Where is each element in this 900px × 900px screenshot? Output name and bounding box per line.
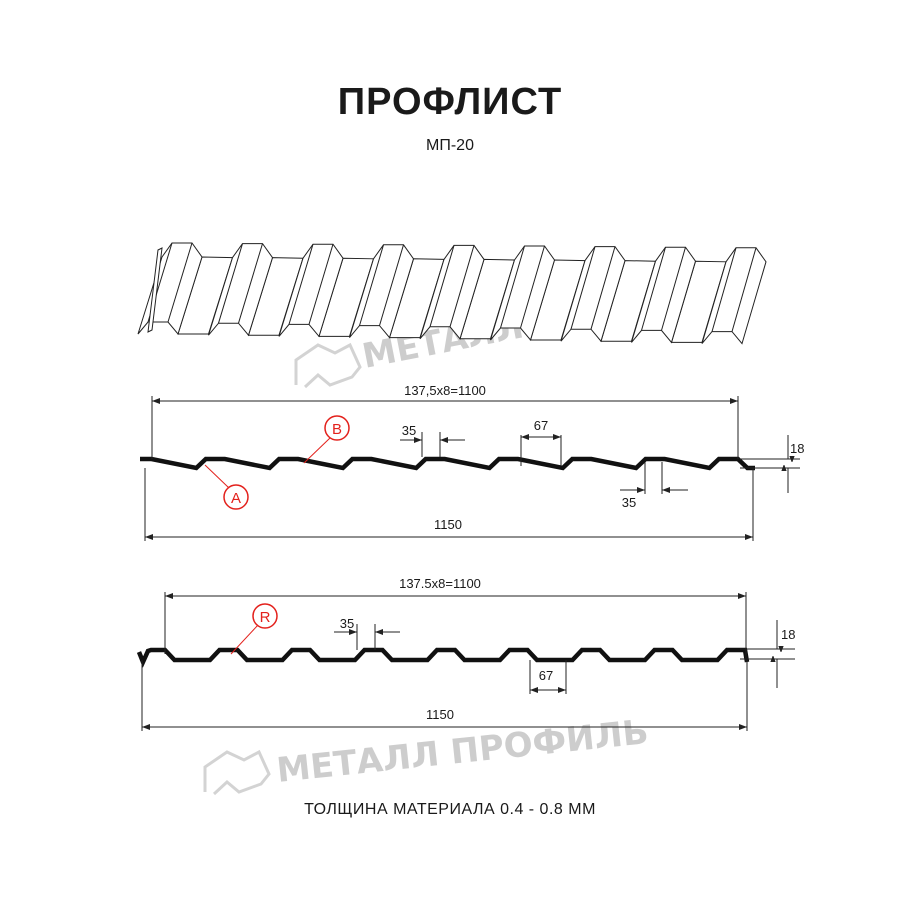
- sheet-rib-edge: [308, 244, 334, 325]
- sheet-rib-edge: [238, 243, 263, 324]
- sheet-rib-edge: [731, 247, 757, 332]
- height-label: 18: [781, 627, 795, 642]
- marker-r-circle: [252, 603, 278, 629]
- sheet-rib-edge: [590, 246, 616, 330]
- marker-b-circle: [324, 415, 350, 441]
- height-label: 18: [790, 441, 804, 456]
- sheet-rib-edge: [288, 244, 314, 325]
- marker-b-label: B: [332, 421, 342, 438]
- sheet-rib-edge: [711, 247, 737, 332]
- marker-a-leader: [204, 464, 230, 489]
- sheet-rib: [701, 247, 767, 345]
- profile-a-line: [140, 456, 755, 471]
- width-label: 1150: [426, 707, 454, 722]
- sheet-rib: [349, 244, 415, 339]
- sheet-rib-edge: [520, 245, 545, 329]
- sheet-rib: [490, 245, 556, 342]
- valley-label: 67: [539, 668, 553, 683]
- watermark-logo-icon: [294, 342, 362, 389]
- page-subtitle: МП-20: [426, 137, 474, 154]
- sheet-rib: [278, 243, 344, 338]
- sheet-3d-view: [137, 242, 767, 345]
- marker-a-circle: [223, 484, 249, 510]
- marker-a-label: A: [231, 490, 241, 507]
- sheet-rib-edge: [449, 245, 475, 327]
- sheet-rib-edge: [429, 245, 455, 327]
- marker-b-leader: [303, 437, 331, 464]
- crest-label-2: 35: [622, 495, 636, 510]
- material-thickness-note: ТОЛЩИНА МАТЕРИАЛА 0.4 - 0.8 ММ: [304, 801, 596, 818]
- page-title: ПРОФЛИСТ: [338, 81, 562, 123]
- sheet-rib: [560, 246, 626, 343]
- watermark-2: МЕТАЛЛ ПРОФИЛЬ: [203, 712, 651, 796]
- sheet-edge-lip: [147, 247, 163, 333]
- sheet-rib-edge: [570, 246, 596, 330]
- sheet-rib-edge: [218, 243, 243, 324]
- sheet-rib-edge: [379, 244, 404, 326]
- profile-a-drawing: 137,5x8=1100 1150 35 67 35 18 A B: [140, 383, 804, 541]
- profile-r-drawing: 137.5x8=1100 1150 35 67 18 R: [136, 576, 795, 731]
- crest-label: 35: [402, 423, 416, 438]
- sheet-rib: [208, 243, 274, 337]
- pitch-label: 137.5x8=1100: [399, 576, 481, 591]
- profile-r-line: [136, 647, 750, 668]
- sheet-rib: [631, 246, 697, 344]
- valley-label: 67: [534, 418, 548, 433]
- width-label: 1150: [434, 517, 462, 532]
- sheet-rib-edge: [167, 242, 193, 323]
- sheet-rib-edge: [359, 244, 384, 326]
- crest-label: 35: [340, 616, 354, 631]
- marker-r-label: R: [260, 609, 271, 626]
- watermark-text: МЕТАЛЛ ПРОФИЛЬ: [275, 712, 651, 791]
- watermark-logo-icon: [203, 749, 271, 796]
- sheet-rib: [419, 244, 485, 340]
- sheet-rib-edge: [500, 245, 525, 329]
- pitch-label: 137,5x8=1100: [404, 383, 486, 398]
- sheet-rib-edge: [661, 247, 686, 331]
- marker-r-leader: [230, 624, 259, 655]
- sheet-rib-edge: [641, 247, 666, 331]
